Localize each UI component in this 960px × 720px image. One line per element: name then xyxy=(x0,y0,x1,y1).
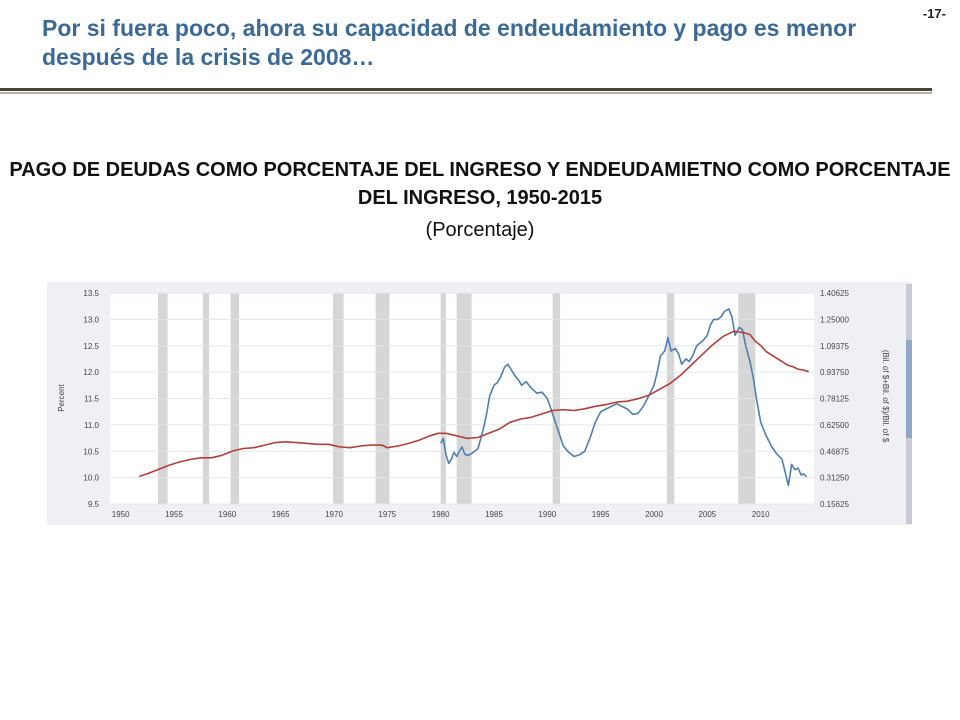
chart-heading: PAGO DE DEUDAS COMO PORCENTAJE DEL INGRE… xyxy=(9,159,951,209)
y2-tick-label: 0.15625 xyxy=(820,500,849,509)
y-axis-label-right: (Bil. of $+Bil. of $)/Bil. of $ xyxy=(881,350,890,443)
y-tick-label: 12.5 xyxy=(83,342,99,351)
y2-tick-label: 1.40625 xyxy=(820,289,849,298)
x-tick-label: 1965 xyxy=(272,510,290,519)
x-tick-label: 1955 xyxy=(165,510,183,519)
y-tick-label: 11.5 xyxy=(84,395,100,404)
series-line-left xyxy=(439,307,808,487)
y-axis-left: 13.5 13.0 12.5 12.0 11.5 11.0 10.5 10.0 9.5 xyxy=(83,289,99,509)
chart-panel: 13.5 13.0 12.5 12.0 11.5 11.0 10.5 10.0 9.5 1.40… xyxy=(47,282,912,525)
slide-number: -17- xyxy=(922,6,946,21)
y2-tick-label: 1.25000 xyxy=(820,315,849,324)
y-tick-label: 11.0 xyxy=(84,421,100,430)
x-tick-label: 1985 xyxy=(485,510,503,519)
y2-tick-label: 0.46875 xyxy=(820,447,849,456)
y2-tick-label: 1.09375 xyxy=(820,342,849,351)
scrollbar-thumb[interactable] xyxy=(906,340,912,438)
y-tick-label: 12.0 xyxy=(83,368,99,377)
chart-subheading: (Porcentaje) xyxy=(425,219,535,241)
x-tick-label: 1970 xyxy=(325,510,343,519)
x-tick-label: 1995 xyxy=(592,510,610,519)
y-tick-label: 10.0 xyxy=(83,474,99,483)
x-tick-label: 1990 xyxy=(538,510,556,519)
y-axis-label-left: Percent xyxy=(57,383,66,411)
x-tick-label: 2010 xyxy=(752,510,770,519)
x-tick-label: 1950 xyxy=(112,510,130,519)
title-rule-dark xyxy=(0,88,932,91)
line-chart: 13.5 13.0 12.5 12.0 11.5 11.0 10.5 10.0 9.5 1.40… xyxy=(57,284,912,524)
y-tick-label: 13.5 xyxy=(83,289,99,298)
slide-title: Por si fuera poco, ahora su capacidad de… xyxy=(42,15,857,70)
y-axis-right: 1.40625 1.25000 1.09375 0.93750 0.78125 0.625… xyxy=(820,289,849,509)
x-tick-label: 1980 xyxy=(432,510,450,519)
y2-tick-label: 0.78125 xyxy=(820,395,849,404)
y2-tick-label: 0.62500 xyxy=(820,421,849,430)
x-tick-label: 1960 xyxy=(218,510,236,519)
series-line-right xyxy=(139,330,809,478)
y-tick-label: 13.0 xyxy=(83,315,99,324)
x-axis: 1950 1955 1960 1965 1970 1975 1980 1985 1990 1995… xyxy=(112,510,770,519)
y2-tick-label: 0.31250 xyxy=(820,474,849,483)
series-lines xyxy=(139,307,809,487)
x-tick-label: 2000 xyxy=(645,510,663,519)
y2-tick-label: 0.93750 xyxy=(820,368,849,377)
title-rule-light xyxy=(0,92,932,94)
x-tick-label: 1975 xyxy=(378,510,396,519)
x-tick-label: 2005 xyxy=(698,510,716,519)
y-tick-label: 10.5 xyxy=(83,447,99,456)
y-tick-label: 9.5 xyxy=(88,500,100,509)
